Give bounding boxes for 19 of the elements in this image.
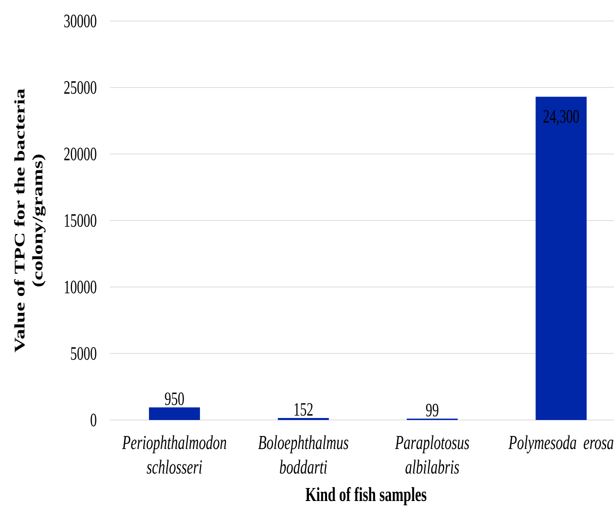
y-tick-label: 30000	[64, 14, 96, 28]
data-label: 950	[164, 392, 184, 406]
x-tick-label: Boloephthalmus boddarti	[258, 435, 348, 474]
x-tick-label: Polymesoda erosa	[508, 435, 614, 454]
data-label: 99	[426, 404, 438, 416]
y-tick-label: 10000	[64, 280, 96, 294]
y-tick-label: 0	[90, 414, 96, 426]
x-axis-title: Kind of fish samples	[306, 486, 426, 506]
y-tick-label: 5000	[71, 347, 96, 360]
y-tick-label: 25000	[64, 81, 96, 94]
y-tick-label: 20000	[64, 148, 96, 160]
x-tick-label: Periophthalmodon schlosseri	[122, 435, 226, 474]
y-axis-title: Value of TPC for the bacteria (colony/grams)	[14, 88, 46, 352]
x-tick-label: Paraplotosus albilabris	[394, 435, 470, 474]
data-label: 24,300	[544, 110, 579, 126]
y-tick-label: 15000	[64, 214, 96, 227]
bar	[536, 96, 587, 420]
bar	[148, 407, 200, 420]
data-label: 152	[294, 403, 313, 416]
